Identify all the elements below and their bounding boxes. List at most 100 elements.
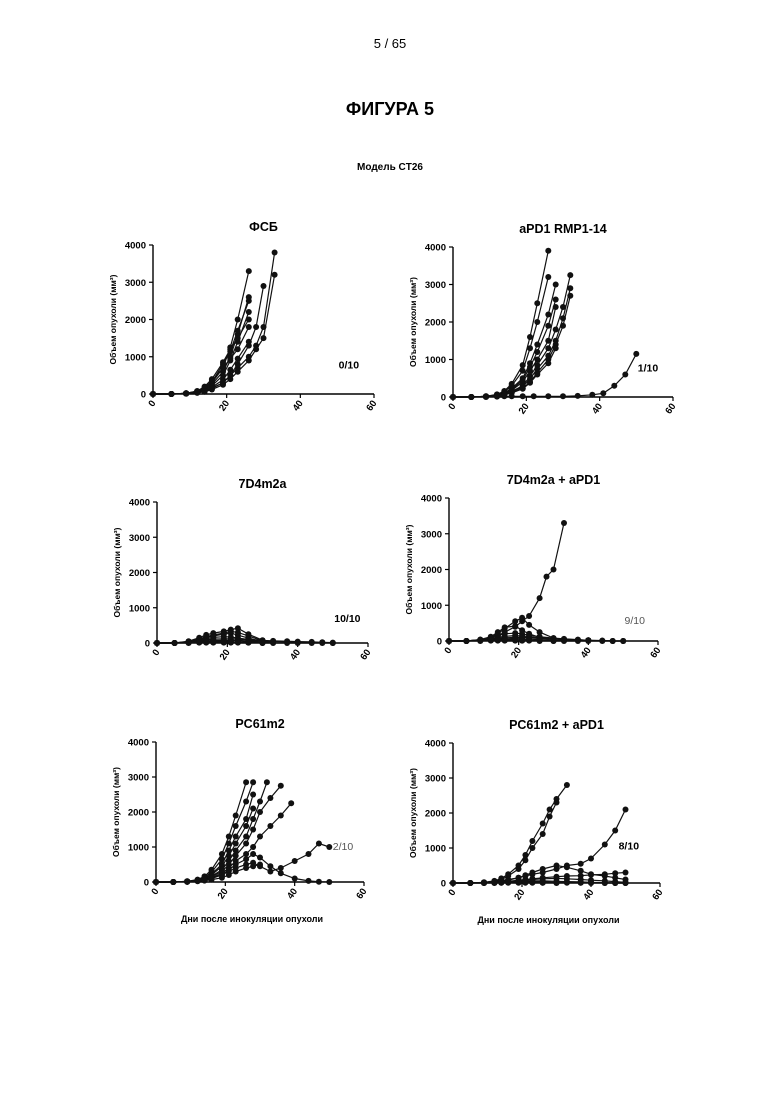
data-point: [195, 878, 201, 884]
data-point: [250, 844, 256, 850]
data-point: [267, 869, 273, 875]
y-tick-label: 1000: [128, 843, 149, 854]
tumor-volume-chart-1: ФСБ010002000300040000204060Объем опухоли…: [93, 210, 434, 469]
data-point: [610, 638, 616, 644]
data-point: [553, 297, 559, 303]
series-line-1: [449, 523, 564, 641]
data-point: [246, 358, 252, 364]
data-point: [250, 816, 256, 822]
data-point: [209, 877, 215, 883]
data-point: [545, 393, 551, 399]
y-tick-label: 4000: [425, 739, 446, 750]
x-tick-label: 60: [650, 887, 665, 902]
data-point: [534, 319, 540, 325]
survival-ratio-label: 0/10: [339, 360, 360, 372]
data-point: [553, 345, 559, 351]
data-point: [509, 393, 515, 399]
data-point: [272, 272, 278, 278]
data-point: [150, 391, 156, 397]
y-tick-label: 0: [145, 639, 150, 650]
data-point: [554, 800, 560, 806]
data-point: [554, 863, 560, 869]
data-point: [561, 520, 567, 526]
y-tick-label: 2000: [425, 809, 446, 820]
data-point: [288, 800, 294, 806]
y-tick-label: 4000: [128, 738, 149, 749]
survival-ratio-label: 8/10: [619, 840, 640, 852]
data-point: [446, 638, 452, 644]
data-point: [253, 346, 259, 352]
data-point: [243, 823, 249, 829]
chart-title: ФСБ: [249, 220, 278, 234]
data-point: [494, 394, 500, 400]
data-point: [564, 782, 570, 788]
data-point: [235, 369, 241, 375]
x-tick-label: 20: [216, 886, 231, 901]
x-tick-label: 20: [517, 401, 532, 416]
data-point: [522, 857, 528, 863]
data-point: [270, 640, 276, 646]
data-point: [257, 862, 263, 868]
data-point: [246, 343, 252, 349]
data-point: [264, 779, 270, 785]
chart-title: aPD1 RMP1-14: [519, 222, 607, 236]
y-tick-label: 1000: [129, 603, 150, 614]
data-point: [261, 335, 267, 341]
data-point: [246, 298, 252, 304]
data-point: [250, 779, 256, 785]
x-tick-label: 0: [442, 645, 454, 656]
data-point: [623, 870, 629, 876]
y-axis-label: Объем опухоли (мм³): [408, 277, 418, 367]
data-point: [227, 372, 233, 378]
data-point: [196, 639, 202, 645]
data-point: [588, 856, 594, 862]
tumor-volume-chart-4: 7D4m2a + aPD1010002000300040000204060Объ…: [389, 463, 718, 716]
data-point: [203, 639, 209, 645]
data-point: [567, 285, 573, 291]
series-line-4: [453, 300, 556, 398]
data-point: [233, 813, 239, 819]
data-point: [295, 640, 301, 646]
data-point: [250, 851, 256, 857]
data-point: [481, 880, 487, 886]
x-tick-label: 20: [509, 645, 524, 660]
data-point: [233, 853, 239, 859]
y-tick-label: 2000: [421, 565, 442, 576]
data-point: [284, 640, 290, 646]
data-point: [553, 327, 559, 333]
survival-ratio-label: 10/10: [334, 613, 360, 625]
y-tick-label: 2000: [125, 315, 146, 326]
data-point: [467, 880, 473, 886]
data-point: [520, 393, 526, 399]
y-tick-label: 0: [441, 879, 446, 890]
tumor-volume-chart-5: PC61m2010002000300040000204060Объем опух…: [96, 707, 424, 957]
data-point: [544, 574, 550, 580]
y-tick-label: 3000: [425, 774, 446, 785]
data-point: [235, 317, 241, 323]
data-point: [545, 248, 551, 254]
data-point: [233, 841, 239, 847]
data-point: [267, 795, 273, 801]
y-tick-label: 1000: [425, 844, 446, 855]
data-point: [554, 880, 560, 886]
data-point: [330, 640, 336, 646]
x-axis-label: Дни после инокуляции опухоли: [181, 914, 323, 924]
tumor-volume-chart-6: PC61m2 + aPD1010002000300040000204060Объ…: [393, 708, 720, 958]
data-point: [545, 274, 551, 280]
data-point: [326, 879, 332, 885]
data-point: [483, 394, 489, 400]
data-point: [316, 841, 322, 847]
data-point: [620, 638, 626, 644]
data-point: [519, 615, 525, 621]
data-point: [526, 613, 532, 619]
data-point: [221, 639, 227, 645]
data-point: [257, 834, 263, 840]
data-point: [245, 640, 251, 646]
y-tick-label: 3000: [125, 278, 146, 289]
data-point: [233, 834, 239, 840]
data-point: [209, 378, 215, 384]
data-point: [278, 865, 284, 871]
data-point: [633, 351, 639, 357]
data-point: [611, 383, 617, 389]
y-tick-label: 3000: [421, 529, 442, 540]
